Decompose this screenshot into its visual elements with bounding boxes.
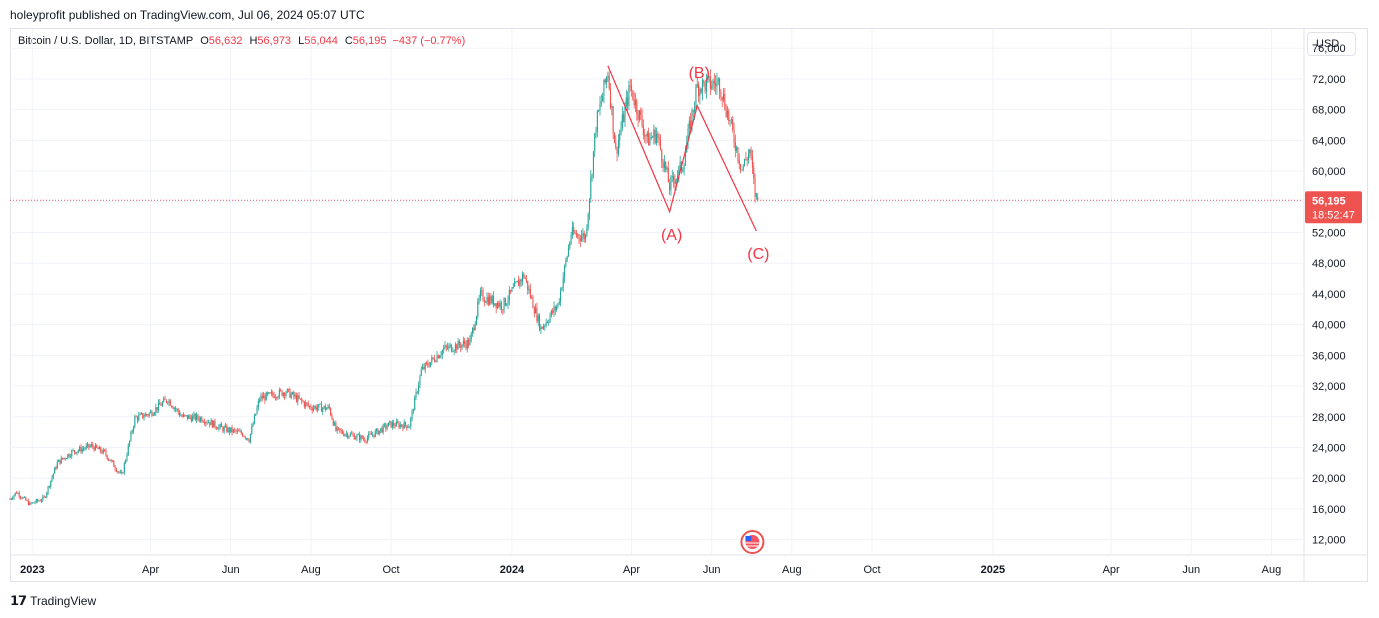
- tradingview-logo-icon: 𝟭𝟳: [10, 593, 27, 608]
- footer-brand: TradingView: [30, 594, 97, 608]
- high-label: H: [249, 35, 258, 47]
- currency-button[interactable]: USD: [1307, 32, 1356, 56]
- close-label: C: [344, 35, 353, 47]
- change-value: −437 (−0.77%): [392, 35, 466, 47]
- low-label: L: [298, 35, 305, 47]
- open-label: O: [200, 35, 209, 47]
- symbol-legend: Bitcoin / U.S. Dollar, 1D, BITSTAMP O 56,…: [18, 35, 465, 47]
- low-value: 56,044: [304, 35, 338, 47]
- publish-info: holeyprofit published on TradingView.com…: [10, 8, 365, 22]
- high-value: 56,973: [257, 35, 292, 47]
- chart-frame: [10, 28, 1368, 582]
- footer: 𝟭𝟳 TradingView: [10, 593, 96, 609]
- symbol-name[interactable]: Bitcoin / U.S. Dollar, 1D, BITSTAMP: [18, 35, 194, 47]
- open-value: 56,632: [208, 35, 243, 47]
- close-value: 56,195: [352, 35, 387, 47]
